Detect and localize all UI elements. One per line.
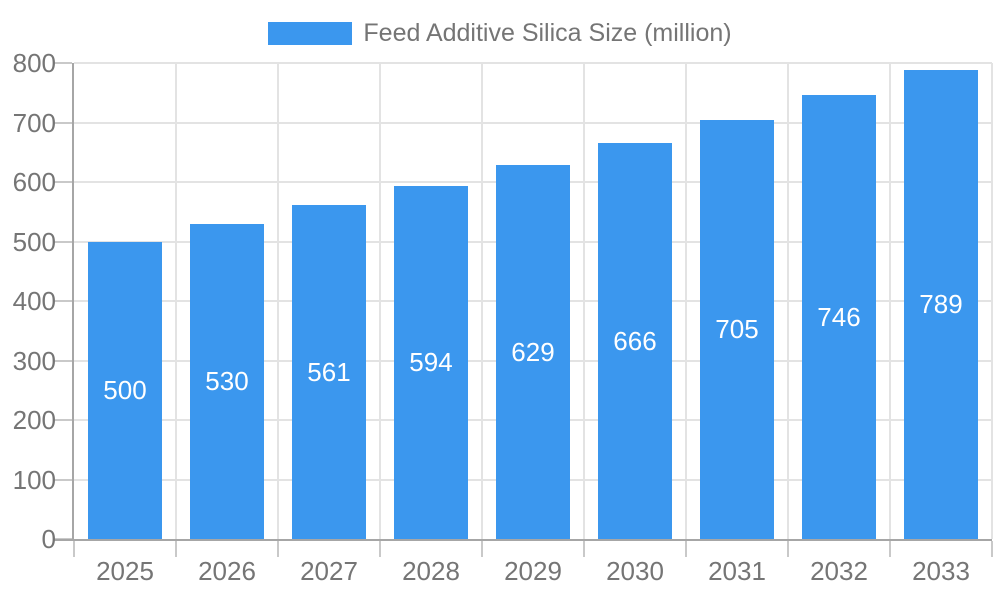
gridline-vertical	[379, 63, 381, 539]
bar[interactable]: 666	[598, 142, 672, 539]
y-axis-tick-label: 100	[12, 464, 56, 495]
x-axis-tick-label: 2029	[504, 556, 562, 586]
y-tick	[54, 419, 72, 421]
x-tick	[685, 541, 687, 557]
gridline-horizontal	[74, 121, 992, 124]
gridline-vertical	[991, 63, 993, 539]
plot-area: 500 530 561 594 629 666 705 746 789	[54, 62, 993, 557]
y-tick	[54, 478, 72, 481]
bar-value-label: 666	[613, 325, 657, 356]
x-tick	[277, 541, 279, 557]
y-axis-tick-label: 400	[12, 286, 56, 316]
x-tick	[481, 541, 483, 557]
bar[interactable]: 500	[88, 241, 162, 539]
y-axis-tick-label: 200	[12, 405, 56, 435]
bar-value-label: 629	[511, 336, 555, 367]
bar[interactable]: 561	[292, 205, 366, 539]
gridline-vertical	[685, 63, 687, 539]
bar-value-label: 500	[103, 375, 147, 406]
legend-swatch	[268, 21, 353, 45]
x-axis-line	[54, 539, 992, 541]
y-axis-tick-label: 700	[12, 107, 56, 138]
y-axis-tick-label: 300	[12, 345, 56, 376]
bar-value-label: 594	[409, 347, 453, 378]
y-axis-tick-label: 600	[12, 167, 56, 197]
x-axis-tick-label: 2027	[300, 556, 358, 586]
y-axis-line	[72, 63, 74, 541]
bar[interactable]: 629	[496, 164, 570, 539]
legend-label: Feed Additive Silica Size (million)	[363, 18, 732, 47]
bar[interactable]: 789	[904, 69, 978, 539]
y-axis-tick-label: 0	[41, 524, 56, 554]
x-tick	[175, 541, 177, 557]
bar[interactable]: 705	[700, 119, 774, 539]
gridline-vertical	[481, 63, 483, 539]
gridline-vertical	[277, 63, 279, 539]
y-tick	[54, 240, 72, 243]
y-tick	[54, 300, 72, 302]
x-tick	[991, 541, 993, 557]
y-tick	[54, 121, 72, 124]
x-tick	[379, 541, 381, 557]
x-axis-tick-label: 2026	[198, 556, 256, 586]
gridline-vertical	[175, 63, 177, 539]
bar-value-label: 530	[205, 366, 249, 397]
x-tick	[583, 541, 585, 557]
bar-value-label: 789	[919, 289, 963, 320]
y-tick	[54, 359, 72, 362]
x-tick	[787, 541, 789, 557]
y-tick	[54, 62, 72, 64]
chart-legend: Feed Additive Silica Size (million)	[0, 18, 1000, 48]
y-axis-tick-label: 500	[12, 226, 56, 257]
y-axis-tick-label: 800	[12, 48, 56, 78]
x-tick	[889, 541, 891, 557]
y-tick	[54, 181, 72, 183]
bar[interactable]: 746	[802, 95, 876, 539]
x-axis-tick-label: 2028	[402, 556, 460, 586]
gridline-vertical	[889, 63, 891, 539]
x-axis-tick-label: 2025	[96, 556, 154, 586]
gridline-vertical	[787, 63, 789, 539]
gridline-horizontal	[74, 62, 992, 64]
bar-value-label: 705	[715, 314, 759, 345]
x-axis-tick-label: 2033	[912, 556, 970, 586]
bar[interactable]: 594	[394, 185, 468, 539]
x-tick	[73, 541, 75, 557]
bar-value-label: 746	[817, 302, 861, 333]
bar-value-label: 561	[307, 357, 351, 388]
x-axis-tick-label: 2031	[708, 556, 766, 586]
x-axis-tick-label: 2030	[606, 556, 664, 586]
x-axis-tick-label: 2032	[810, 556, 868, 586]
bar[interactable]: 530	[190, 223, 264, 539]
gridline-vertical	[583, 63, 585, 539]
